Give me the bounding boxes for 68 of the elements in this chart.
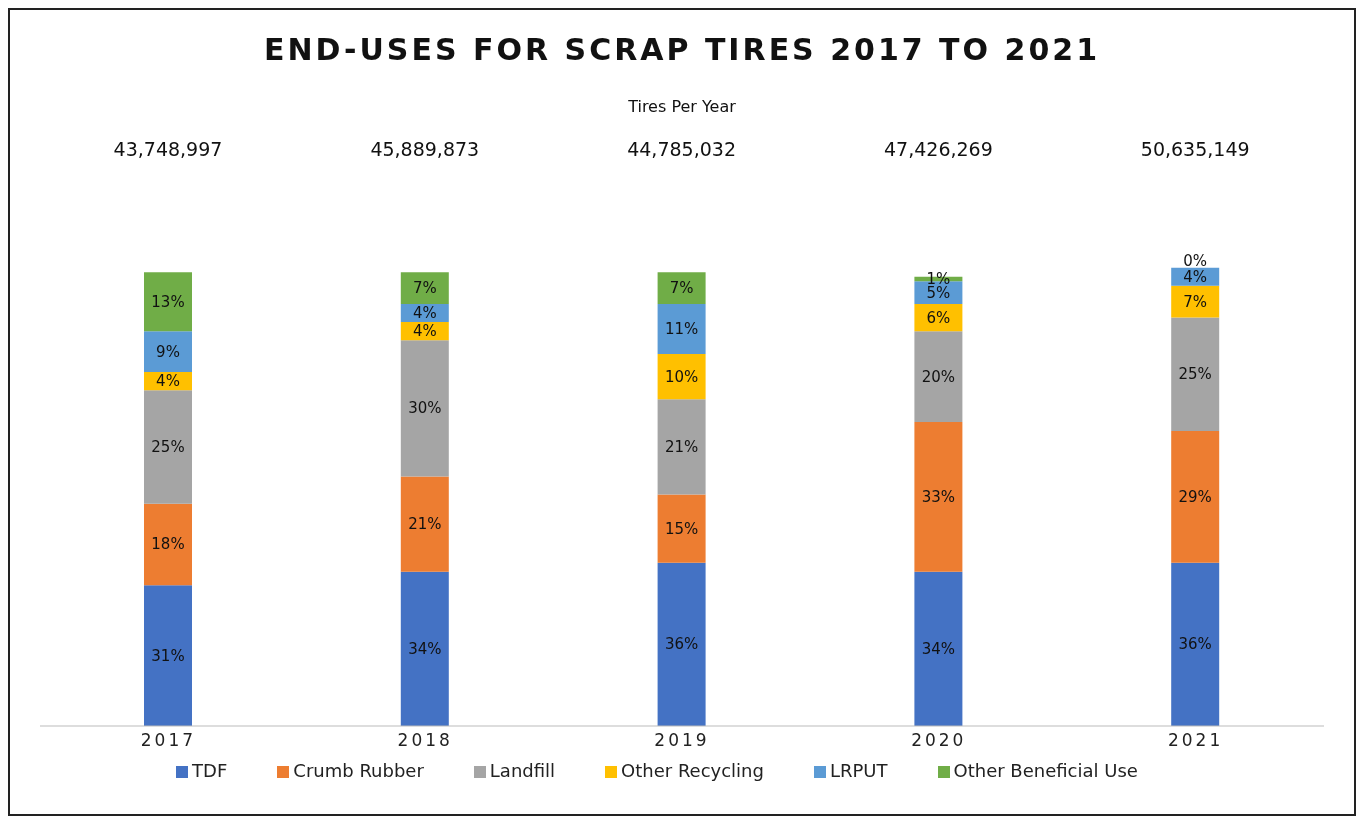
bar	[144, 390, 192, 504]
x-tick-label: 2020	[911, 730, 967, 751]
legend-label: Crumb Rubber	[293, 760, 424, 781]
x-tick-label: 2019	[654, 730, 710, 751]
bar	[1171, 431, 1220, 563]
text: 44,785,032	[627, 138, 736, 160]
bar	[657, 562, 706, 726]
text: 43,748,997	[113, 138, 223, 160]
data-label: 30%	[408, 399, 442, 418]
data-label: 15%	[664, 519, 699, 538]
bar	[1171, 285, 1220, 318]
data-label: 13%	[151, 292, 185, 311]
data-label: 34%	[408, 639, 442, 658]
data-label: 33%	[921, 487, 956, 506]
legend-label: Landfill	[489, 760, 556, 781]
data-label: 31%	[151, 646, 185, 665]
data-label: 0%	[1183, 251, 1208, 270]
data-label: 7%	[412, 279, 437, 298]
bar	[657, 353, 706, 400]
bar	[400, 272, 449, 304]
data-label: 4%	[156, 372, 180, 391]
chart-title: END-USES FOR SCRAP TIRES 2017 TO 2021	[262, 32, 1102, 67]
text: 50,635,149	[1140, 138, 1250, 160]
data-label: 34%	[921, 639, 956, 658]
bar	[144, 272, 192, 332]
text: 45,889,873	[370, 138, 480, 160]
data-label: 7%	[1183, 292, 1208, 311]
data-label: 10%	[664, 367, 699, 386]
legend-label: LRPUT	[829, 760, 888, 781]
data-label: 6%	[926, 308, 951, 327]
x-tick-label: 2021	[1167, 730, 1224, 751]
data-label: 29%	[1178, 487, 1212, 506]
data-label: 36%	[664, 635, 699, 654]
data-label: 21%	[408, 515, 442, 534]
x-tick-label: 2017	[140, 730, 197, 751]
legend-label: Other Recycling	[621, 760, 764, 781]
data-label: 9%	[156, 342, 180, 361]
bar	[914, 571, 963, 726]
bar	[400, 571, 449, 726]
data-label: 25%	[151, 437, 185, 456]
bar	[144, 585, 192, 726]
bar	[1171, 317, 1220, 432]
data-label: 21%	[664, 437, 699, 456]
bar	[657, 303, 706, 354]
legend-label: Other Beneficial Use	[953, 760, 1138, 781]
bar	[400, 476, 449, 572]
text: 47,426,269	[884, 138, 993, 160]
legend-label: TDF	[192, 760, 228, 781]
data-label: 36%	[1178, 635, 1212, 654]
data-label: 4%	[412, 304, 437, 323]
chart-subtitle: Tires Per Year	[627, 97, 737, 116]
bar	[914, 421, 963, 572]
data-label: 7%	[669, 279, 694, 298]
bar	[1171, 562, 1220, 726]
bar	[657, 494, 706, 563]
x-tick-label: 2018	[397, 730, 453, 751]
data-label: 4%	[1183, 267, 1208, 286]
bar	[400, 340, 449, 477]
data-label: 11%	[664, 319, 699, 338]
bar	[657, 272, 706, 304]
data-label: 20%	[921, 367, 956, 386]
bar	[144, 331, 192, 373]
data-label: 18%	[151, 535, 185, 554]
bar	[657, 399, 706, 495]
bar	[914, 331, 963, 422]
bar	[144, 503, 192, 586]
data-label: 4%	[412, 322, 437, 341]
data-label: 25%	[1178, 365, 1212, 384]
